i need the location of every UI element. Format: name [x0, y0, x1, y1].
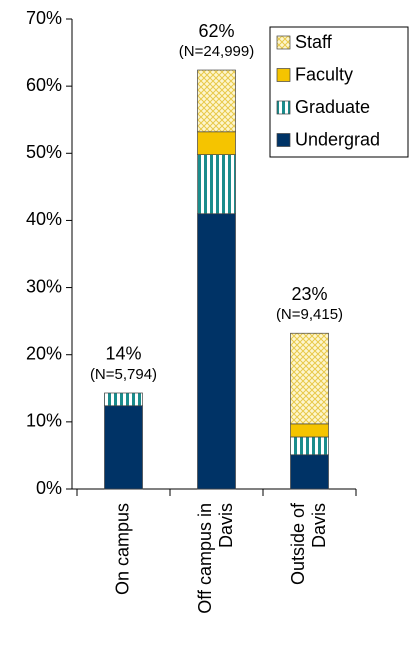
- x-tick-label: Off campus inDavis: [195, 503, 236, 614]
- y-tick-label: 70%: [26, 8, 62, 28]
- legend-label: Undergrad: [295, 129, 380, 149]
- bar-segment: [197, 154, 236, 215]
- x-tick-label-line: Davis: [216, 503, 236, 548]
- n-label: (N=24,999): [179, 43, 254, 60]
- x-tick-label-line: On campus: [112, 503, 132, 595]
- y-tick-label: 30%: [26, 276, 62, 296]
- legend-swatch: [276, 68, 291, 82]
- x-tick-label-line: Davis: [309, 503, 329, 548]
- bar-segment: [104, 405, 143, 490]
- legend-label: Graduate: [295, 97, 370, 117]
- legend-swatch: [276, 35, 291, 50]
- y-tick-label: 20%: [26, 343, 62, 363]
- total-label: 23%: [291, 284, 327, 304]
- bar-segment: [290, 423, 329, 438]
- x-tick-label: Outside ofDavis: [288, 502, 329, 585]
- y-tick-label: 0%: [36, 478, 62, 498]
- legend-box: [269, 26, 409, 158]
- bar-segment: [104, 392, 143, 407]
- y-tick-label: 10%: [26, 411, 62, 431]
- y-tick-label: 60%: [26, 75, 62, 95]
- legend-swatch: [276, 100, 291, 115]
- x-tick-label-line: Outside of: [288, 502, 308, 585]
- legend-label: Staff: [295, 32, 333, 52]
- x-tick-label: On campus: [112, 503, 132, 595]
- bar-segment: [290, 454, 329, 490]
- total-label: 62%: [198, 21, 234, 41]
- bar-segment: [290, 332, 329, 425]
- bar-segment: [197, 69, 236, 133]
- n-label: (N=5,794): [90, 366, 157, 383]
- n-label: (N=9,415): [276, 306, 343, 323]
- bar-segment: [197, 131, 236, 155]
- y-tick-label: 40%: [26, 209, 62, 229]
- x-tick-label-line: Off campus in: [195, 503, 215, 614]
- bar-segment: [290, 436, 329, 456]
- bar-segment: [197, 213, 236, 490]
- legend-swatch: [276, 133, 291, 147]
- legend-label: Faculty: [295, 64, 353, 84]
- total-label: 14%: [105, 344, 141, 364]
- y-tick-label: 50%: [26, 142, 62, 162]
